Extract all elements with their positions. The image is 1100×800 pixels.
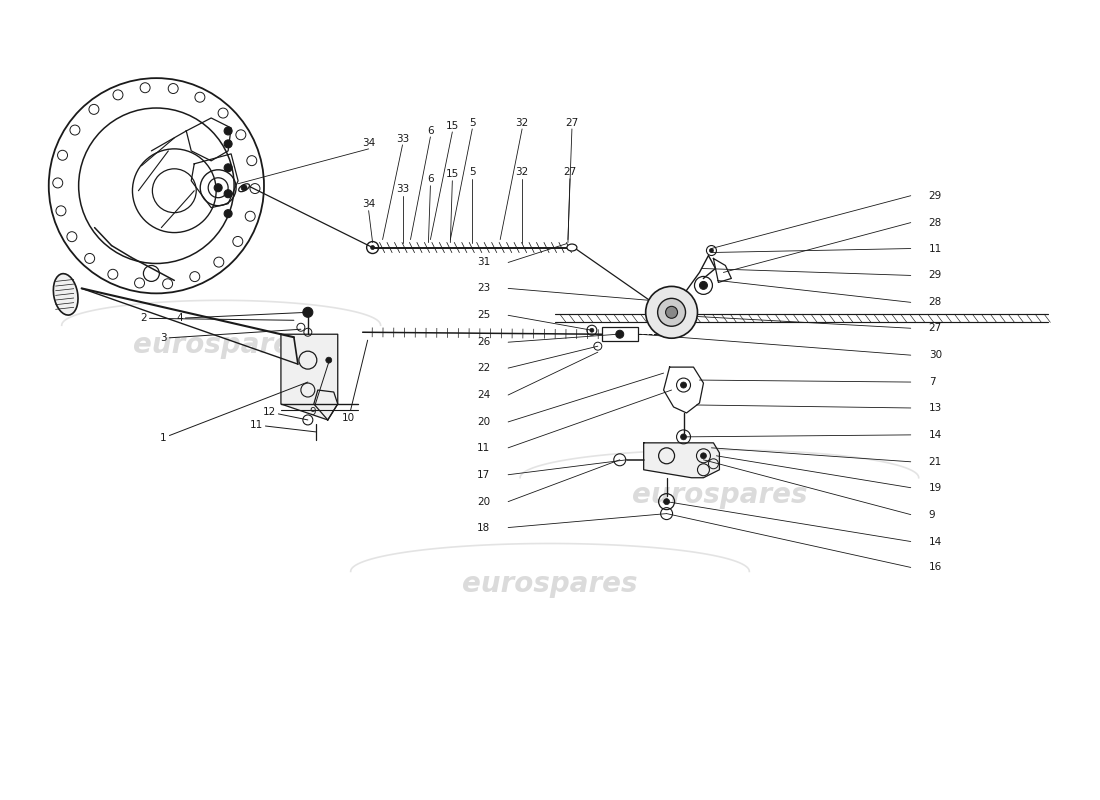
Circle shape [663, 498, 670, 505]
Text: 32: 32 [516, 118, 529, 128]
Circle shape [214, 184, 222, 192]
Text: 11: 11 [250, 420, 316, 432]
Text: 12: 12 [263, 407, 308, 420]
Text: 20: 20 [477, 417, 491, 427]
Text: 17: 17 [477, 470, 491, 480]
Text: 9: 9 [928, 510, 935, 520]
FancyBboxPatch shape [324, 350, 333, 370]
Text: 34: 34 [362, 138, 375, 148]
Text: 6: 6 [427, 174, 433, 184]
Text: 31: 31 [477, 258, 491, 267]
Circle shape [224, 127, 232, 135]
Polygon shape [644, 443, 719, 478]
Text: 18: 18 [477, 522, 491, 533]
Text: 4: 4 [176, 312, 308, 323]
Circle shape [666, 306, 678, 318]
Text: 22: 22 [477, 363, 491, 373]
Circle shape [302, 307, 312, 318]
Circle shape [646, 286, 697, 338]
Text: 10: 10 [342, 340, 367, 423]
Text: 5: 5 [469, 118, 475, 128]
Text: 23: 23 [477, 283, 491, 294]
Text: 6: 6 [427, 126, 433, 136]
Circle shape [224, 210, 232, 218]
Text: 30: 30 [928, 350, 942, 360]
FancyBboxPatch shape [602, 327, 638, 342]
Circle shape [616, 330, 624, 338]
Text: 11: 11 [477, 443, 491, 453]
Ellipse shape [566, 244, 576, 251]
Text: 24: 24 [477, 390, 491, 400]
Polygon shape [280, 334, 338, 420]
Circle shape [700, 282, 707, 290]
Text: 26: 26 [477, 338, 491, 347]
Text: 14: 14 [928, 537, 942, 546]
Circle shape [710, 249, 714, 253]
Circle shape [701, 453, 706, 458]
Text: 33: 33 [396, 184, 409, 194]
Circle shape [224, 164, 232, 172]
Circle shape [590, 328, 594, 332]
Text: 27: 27 [563, 166, 576, 177]
Text: 32: 32 [516, 166, 529, 177]
Text: 13: 13 [928, 403, 942, 413]
Text: 9: 9 [309, 362, 329, 417]
Circle shape [224, 190, 232, 198]
Ellipse shape [54, 274, 78, 315]
Text: 20: 20 [477, 497, 491, 506]
Text: 7: 7 [928, 377, 935, 387]
Text: 11: 11 [928, 243, 942, 254]
Text: 28: 28 [928, 298, 942, 307]
Circle shape [241, 185, 248, 190]
Text: 15: 15 [446, 121, 459, 131]
Text: 5: 5 [469, 166, 475, 177]
Text: 1: 1 [160, 382, 308, 443]
Text: 19: 19 [928, 482, 942, 493]
Text: 29: 29 [928, 270, 942, 281]
Text: eurospares: eurospares [631, 481, 807, 509]
Text: 3: 3 [160, 330, 301, 343]
Text: 27: 27 [928, 323, 942, 334]
Text: 28: 28 [928, 218, 942, 228]
Text: 21: 21 [928, 457, 942, 466]
Circle shape [681, 382, 686, 388]
Text: 2: 2 [140, 314, 294, 323]
Text: eurospares: eurospares [133, 331, 309, 359]
Text: 33: 33 [396, 134, 409, 144]
Circle shape [224, 140, 232, 148]
Ellipse shape [239, 184, 250, 192]
Circle shape [658, 298, 685, 326]
Text: 14: 14 [928, 430, 942, 440]
Circle shape [371, 246, 375, 250]
Circle shape [681, 434, 686, 440]
Text: 29: 29 [928, 190, 942, 201]
Text: 27: 27 [565, 118, 579, 128]
Text: 15: 15 [446, 169, 459, 178]
Text: 16: 16 [928, 562, 942, 573]
Text: eurospares: eurospares [462, 570, 638, 598]
Text: 34: 34 [362, 198, 375, 209]
Circle shape [326, 357, 332, 363]
Text: 25: 25 [477, 310, 491, 320]
